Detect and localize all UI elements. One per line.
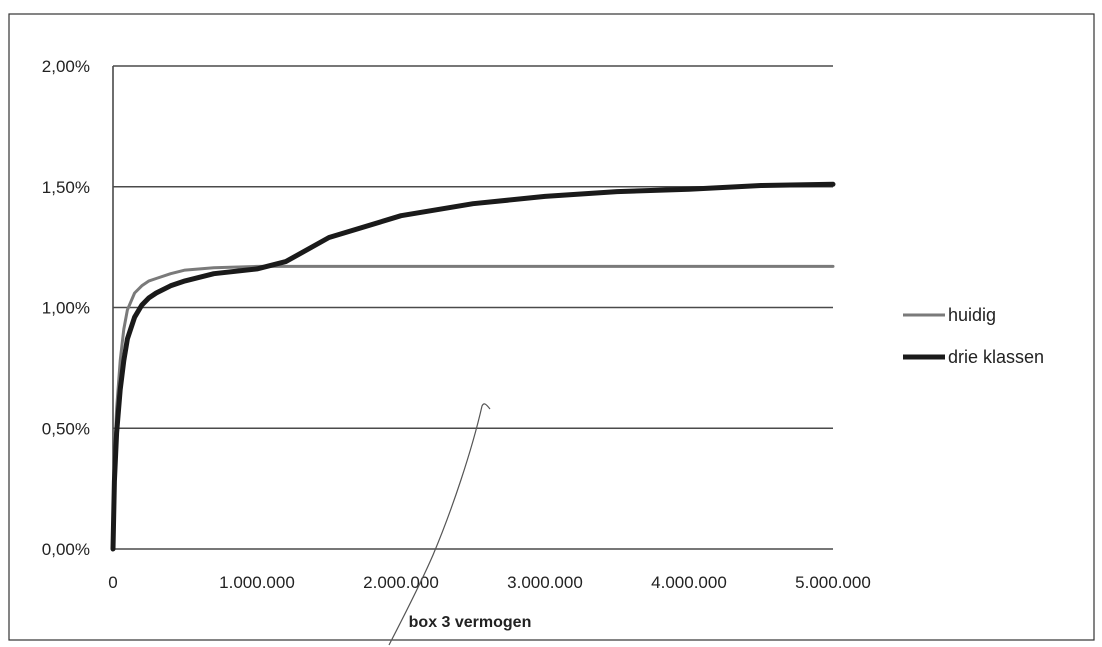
pen-annotation-stroke xyxy=(388,403,491,646)
y-tick-label: 0,50% xyxy=(42,419,90,438)
y-tick-label: 2,00% xyxy=(42,57,90,76)
x-tick-label: 4.000.000 xyxy=(651,573,727,592)
chart-area-border xyxy=(8,13,1095,641)
y-tick-label: 0,00% xyxy=(42,540,90,559)
legend-label: drie klassen xyxy=(948,347,1044,367)
x-axis-ticks: 0 1.000.000 2.000.000 3.000.000 4.000.000 5.0… xyxy=(108,573,871,592)
y-axis-ticks: 0,00% 0,50% 1,00% 1,50% 2,00% xyxy=(42,57,90,559)
series-line-huidig xyxy=(111,264,835,551)
gridlines xyxy=(113,65,833,430)
series-lines xyxy=(110,181,836,552)
x-tick-label: 0 xyxy=(108,573,117,592)
x-axis-title: box 3 vermogen xyxy=(409,614,532,631)
x-tick-label: 3.000.000 xyxy=(507,573,583,592)
x-tick-label: 2.000.000 xyxy=(363,573,439,592)
y-tick-label: 1,00% xyxy=(42,299,90,318)
x-tick-label: 1.000.000 xyxy=(219,573,295,592)
x-tick-label: 5.000.000 xyxy=(795,573,871,592)
legend: huidig drie klassen xyxy=(903,305,1044,367)
y-tick-label: 1,50% xyxy=(42,178,90,197)
legend-label: huidig xyxy=(948,305,996,325)
series-line-drie-klassen xyxy=(110,181,836,552)
